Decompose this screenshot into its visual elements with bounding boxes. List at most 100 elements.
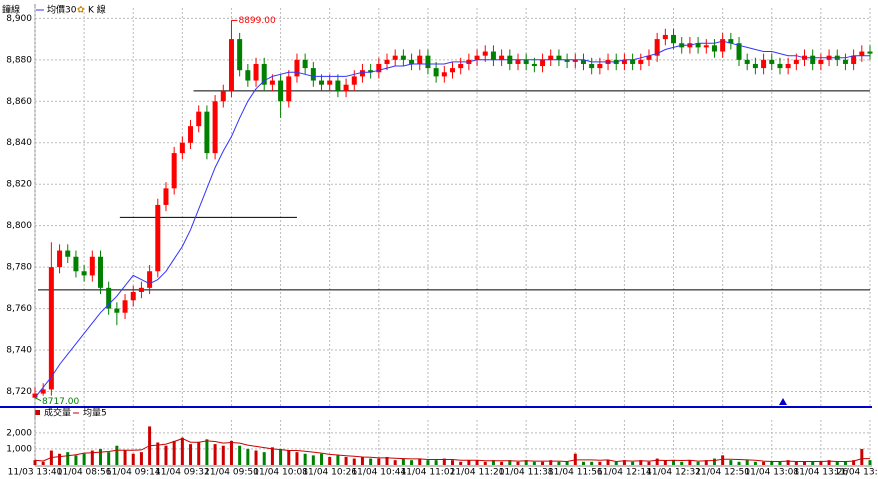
candle-body	[752, 63, 758, 69]
candle-body	[515, 59, 521, 64]
volume-bar	[524, 460, 528, 465]
x-tick-label: 11/04 11:38	[499, 468, 554, 478]
candle-body	[703, 45, 709, 48]
volume-bar	[287, 450, 291, 465]
volume-bar	[483, 461, 487, 465]
candle-body	[188, 126, 194, 143]
volume-bar	[532, 461, 536, 465]
candle-body	[253, 63, 259, 81]
candle-body	[695, 43, 701, 48]
x-tick-label: 11/04 10:26	[302, 468, 357, 478]
x-tick-label: 11/03 13:40	[8, 468, 63, 478]
candle-body	[384, 59, 390, 64]
candle-body	[286, 76, 292, 102]
candle-body	[711, 45, 717, 52]
volume-bar	[819, 461, 823, 465]
volume-bar	[622, 460, 626, 465]
candle-body	[376, 63, 382, 73]
volume-bar	[696, 461, 700, 465]
volume-bar	[344, 456, 348, 465]
volume-bar	[565, 461, 569, 465]
volume-bar	[74, 455, 78, 465]
legend-label: K 線	[88, 4, 106, 16]
volume-bar	[229, 440, 233, 465]
annotation-leader	[34, 397, 42, 402]
candle-body	[57, 250, 63, 268]
candle-body	[48, 267, 54, 390]
y-tick-label: 8,820	[6, 180, 32, 190]
volume-bar	[803, 461, 807, 465]
y-tick-label: 8,780	[6, 263, 32, 273]
volume-bar	[680, 461, 684, 465]
candle-body	[261, 63, 267, 85]
volume-bar	[762, 461, 766, 465]
candle-body	[818, 59, 824, 64]
volume-bar	[590, 461, 594, 465]
candle-body	[278, 80, 284, 102]
volume-bar	[410, 460, 414, 465]
candle-body	[204, 111, 210, 154]
volume-bar	[549, 460, 553, 465]
candle-body	[269, 80, 275, 85]
annotation: 8899.00	[238, 16, 275, 26]
volume-bar	[66, 452, 70, 465]
candle-body	[433, 68, 439, 77]
volume-bar	[467, 460, 471, 465]
candle-body	[409, 59, 415, 64]
candle-body	[482, 51, 488, 56]
candle-body	[761, 59, 767, 69]
volume-bar	[213, 444, 217, 465]
volume-bar	[843, 461, 847, 465]
candle-body	[785, 63, 791, 69]
candle-body	[499, 55, 505, 60]
volume-bar	[254, 450, 258, 465]
ma-line	[34, 40, 870, 399]
volume-bar	[606, 460, 610, 465]
x-tick-label: 11/04 11:02	[401, 468, 456, 478]
volume-bar	[189, 444, 193, 465]
candle-body	[89, 256, 95, 276]
candle-body	[392, 55, 398, 60]
volume-bar	[311, 455, 315, 465]
volume-bar	[33, 460, 37, 465]
y-tick-label: 8,880	[6, 55, 32, 65]
candle-body	[810, 55, 816, 64]
candle-body	[531, 63, 537, 67]
candle-body	[310, 68, 316, 81]
x-tick-label: 11/04 12:32	[646, 468, 701, 478]
volume-bar	[164, 445, 168, 465]
volume-bar	[688, 460, 692, 465]
volume-bar	[279, 448, 283, 465]
y2-tick-label: 1,000	[6, 444, 32, 454]
candle-body	[736, 43, 742, 60]
x-tick-label: 11/04 10:08	[253, 468, 308, 478]
volume-bar	[172, 440, 176, 465]
volume-bar	[205, 439, 209, 465]
volume-bar	[663, 460, 667, 465]
volume-bar	[58, 453, 62, 465]
volume-bar	[778, 461, 782, 465]
candle-body	[580, 59, 586, 64]
volume-bar	[434, 460, 438, 465]
volume-bar	[123, 450, 127, 465]
candle-body	[114, 308, 120, 313]
candle-body	[196, 111, 202, 127]
y-tick-label: 8,760	[6, 304, 32, 314]
candle-body	[245, 70, 251, 81]
volume-bar	[721, 455, 725, 465]
legend-label: 均量5	[83, 407, 107, 419]
volume-bar	[868, 460, 872, 465]
candle-body	[458, 63, 464, 69]
volume-bar	[369, 458, 373, 465]
marker	[779, 398, 787, 405]
candle-body	[793, 59, 799, 64]
volume-bar	[459, 461, 463, 465]
x-tick-label: 11/04 10:44	[351, 468, 406, 478]
candle-body	[474, 55, 480, 60]
volume-bar	[614, 461, 618, 465]
volume-bar	[704, 460, 708, 465]
volume-bar	[655, 458, 659, 465]
candle-body	[335, 80, 341, 91]
candle-body	[327, 80, 333, 85]
